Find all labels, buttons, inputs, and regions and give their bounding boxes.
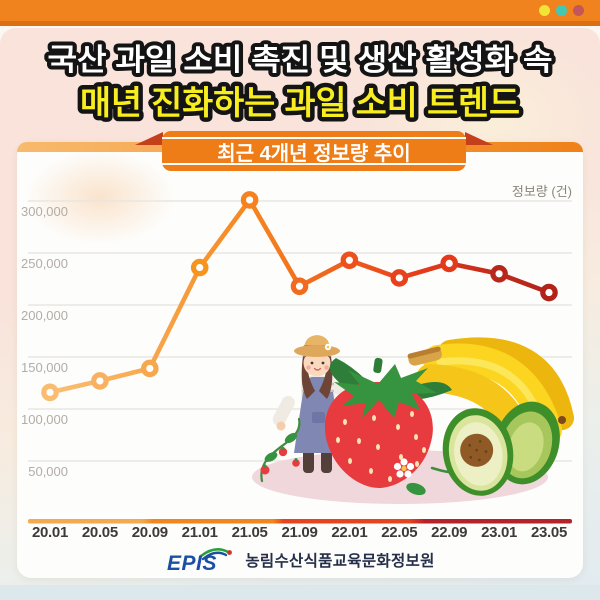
x-axis-label: 20.01 — [31, 524, 69, 541]
y-axis-label: 250,000 — [21, 256, 68, 271]
bottom-strip — [0, 585, 600, 600]
x-axis-label: 20.09 — [131, 524, 168, 541]
epis-logo: EPIS — [167, 547, 233, 574]
chart-title-badge: 최근 4개년 정보량 추이 — [162, 131, 466, 171]
epis-logo-text: EPIS — [167, 552, 217, 574]
title-line-2: 매년 진화하는 과일 소비 트렌드 — [80, 84, 520, 121]
window-title-bar — [0, 0, 600, 21]
x-axis-label: 20.05 — [81, 524, 118, 541]
y-axis-label: 200,000 — [21, 308, 68, 323]
y-axis-label: 300,000 — [21, 204, 68, 219]
main-title: 국산 과일 소비 촉진 및 생산 활성화 속 매년 진화하는 과일 소비 트렌드 — [44, 40, 557, 126]
y-axis-unit-label: 정보량 (건) — [511, 184, 572, 199]
window-dot-yellow — [539, 5, 550, 16]
window-dot-red — [573, 5, 584, 16]
title-bar-shadow — [0, 21, 600, 26]
x-axis-label: 23.05 — [530, 524, 568, 541]
badge-border-lines — [162, 137, 466, 165]
chart-card — [17, 142, 583, 578]
org-name: 농림수산식품교육문화정보원 — [245, 553, 435, 570]
x-axis-label: 22.01 — [331, 524, 368, 541]
title-line-1: 국산 과일 소비 촉진 및 생산 활성화 속 — [48, 44, 553, 77]
y-axis-label: 100,000 — [21, 412, 68, 427]
x-axis-label: 21.01 — [181, 524, 218, 541]
footer: EPIS 농림수산식품교육문화정보원 — [0, 546, 600, 574]
y-axis-label: 50,000 — [28, 464, 68, 479]
card-decor-blob — [25, 150, 175, 245]
window-dot-teal — [556, 5, 567, 16]
x-axis-label: 22.09 — [431, 524, 468, 541]
x-axis-label: 22.05 — [381, 524, 418, 541]
x-axis-label: 21.09 — [281, 524, 318, 541]
x-axis-label: 21.05 — [231, 524, 268, 541]
x-axis-label: 23.01 — [481, 524, 518, 541]
chart-badge-label: 최근 4개년 정보량 추이 — [217, 142, 411, 165]
window-dots — [539, 5, 584, 16]
y-axis-label: 150,000 — [21, 360, 68, 375]
